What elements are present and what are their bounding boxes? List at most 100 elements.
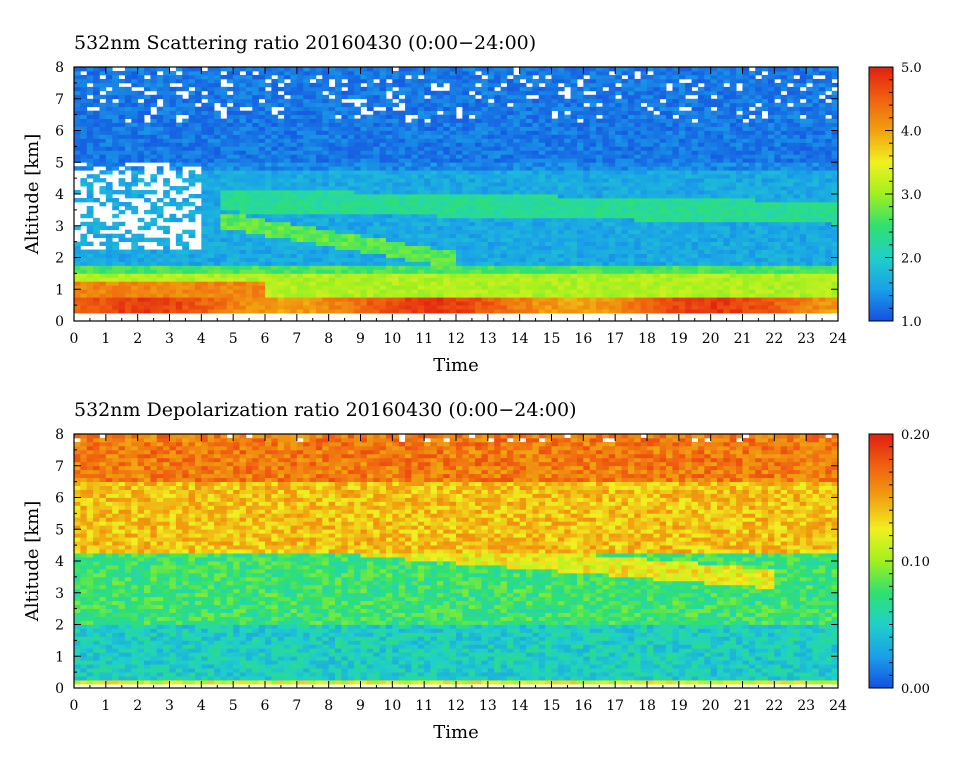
- heatmap-cell: [430, 205, 438, 211]
- heatmap-cell: [93, 217, 100, 223]
- heatmap-cell: [589, 106, 597, 112]
- heatmap-cell: [347, 190, 355, 195]
- heatmap-cell: [201, 265, 209, 270]
- heatmap-cell: [545, 67, 552, 72]
- heatmap-cell: [188, 229, 196, 235]
- heatmap-cell: [277, 281, 285, 286]
- heatmap-cell: [487, 118, 495, 123]
- heatmap-cell: [214, 305, 221, 310]
- heatmap-cell: [602, 269, 610, 274]
- heatmap-cell: [583, 269, 591, 274]
- heatmap-cell: [335, 74, 342, 80]
- heatmap-cell: [214, 74, 221, 80]
- heatmap-cell: [481, 154, 489, 159]
- heatmap-cell: [271, 126, 279, 131]
- heatmap-cell: [602, 130, 610, 135]
- heatmap-cell: [201, 237, 209, 243]
- heatmap-cell: [194, 74, 202, 80]
- heatmap-cell: [347, 197, 355, 203]
- heatmap-cell: [417, 261, 425, 266]
- heatmap-cell: [239, 293, 247, 298]
- heatmap-cell: [417, 162, 425, 167]
- heatmap-cell: [589, 201, 597, 207]
- heatmap-cell: [169, 154, 177, 159]
- heatmap-cell: [602, 190, 610, 195]
- heatmap-cell: [564, 289, 571, 294]
- heatmap-cell: [506, 166, 514, 171]
- heatmap-cell: [608, 297, 616, 302]
- heatmap-cell: [226, 186, 234, 191]
- heatmap-cell: [335, 142, 342, 147]
- heatmap-cell: [303, 285, 310, 290]
- heatmap-cell: [385, 301, 393, 306]
- heatmap-cell: [449, 205, 457, 211]
- heatmap-cell: [506, 301, 514, 306]
- heatmap-cell: [449, 197, 457, 203]
- heatmap-cell: [112, 82, 119, 88]
- heatmap-cell: [271, 241, 279, 246]
- heatmap-cell: [169, 158, 177, 163]
- heatmap-cell: [487, 78, 495, 84]
- heatmap-cell: [214, 273, 221, 278]
- heatmap-cell: [583, 174, 591, 179]
- heatmap-cell: [500, 249, 508, 254]
- heatmap-cell: [462, 241, 470, 246]
- heatmap-cell: [258, 110, 266, 116]
- heatmap-cell: [258, 82, 266, 88]
- heatmap-cell: [545, 86, 552, 92]
- heatmap-cell: [112, 205, 119, 211]
- heatmap-cell: [475, 265, 482, 270]
- heatmap-cell: [424, 309, 431, 314]
- heatmap-cell: [80, 122, 88, 127]
- heatmap-cell: [303, 126, 310, 131]
- heatmap-cell: [309, 190, 317, 195]
- heatmap-cell: [392, 78, 400, 84]
- heatmap-cell: [494, 253, 501, 258]
- heatmap-cell: [80, 118, 88, 123]
- heatmap-cell: [360, 217, 368, 223]
- heatmap-cell: [424, 194, 431, 199]
- heatmap-cell: [411, 122, 419, 127]
- heatmap-cell: [487, 82, 495, 88]
- heatmap-cell: [290, 241, 298, 246]
- heatmap-cell: [245, 305, 253, 310]
- heatmap-cell: [156, 150, 164, 155]
- heatmap-cell: [93, 297, 100, 302]
- heatmap-cell: [74, 265, 81, 270]
- heatmap-cell: [341, 90, 349, 96]
- heatmap-cell: [392, 146, 400, 151]
- heatmap-cell: [589, 170, 597, 175]
- heatmap-cell: [602, 166, 610, 171]
- heatmap-cell: [220, 162, 228, 167]
- heatmap-cell: [277, 94, 285, 100]
- heatmap-cell: [500, 86, 508, 92]
- heatmap-cell: [207, 150, 215, 155]
- heatmap-cell: [207, 205, 215, 211]
- heatmap-cell: [519, 261, 527, 266]
- heatmap-cell: [144, 134, 151, 139]
- heatmap-cell: [214, 194, 221, 199]
- heatmap-cell: [506, 197, 514, 203]
- heatmap-cell: [309, 261, 317, 266]
- heatmap-cell: [385, 237, 393, 243]
- heatmap-cell: [576, 162, 584, 167]
- heatmap-cell: [430, 281, 438, 286]
- heatmap-cell: [385, 241, 393, 246]
- heatmap-cell: [284, 233, 291, 239]
- heatmap-cell: [290, 273, 298, 278]
- heatmap-cell: [462, 269, 470, 274]
- heatmap-cell: [131, 190, 139, 195]
- heatmap-cell: [538, 67, 546, 72]
- heatmap-cell: [481, 150, 489, 155]
- heatmap-cell: [169, 269, 177, 274]
- heatmap-cell: [462, 130, 470, 135]
- heatmap-cell: [481, 110, 489, 116]
- heatmap-cell: [303, 78, 310, 84]
- heatmap-cell: [258, 281, 266, 286]
- heatmap-cell: [564, 301, 571, 306]
- heatmap-cell: [398, 261, 406, 266]
- heatmap-cell: [513, 261, 521, 266]
- heatmap-cell: [532, 305, 540, 310]
- heatmap-cell: [220, 237, 228, 243]
- heatmap-cell: [526, 277, 533, 282]
